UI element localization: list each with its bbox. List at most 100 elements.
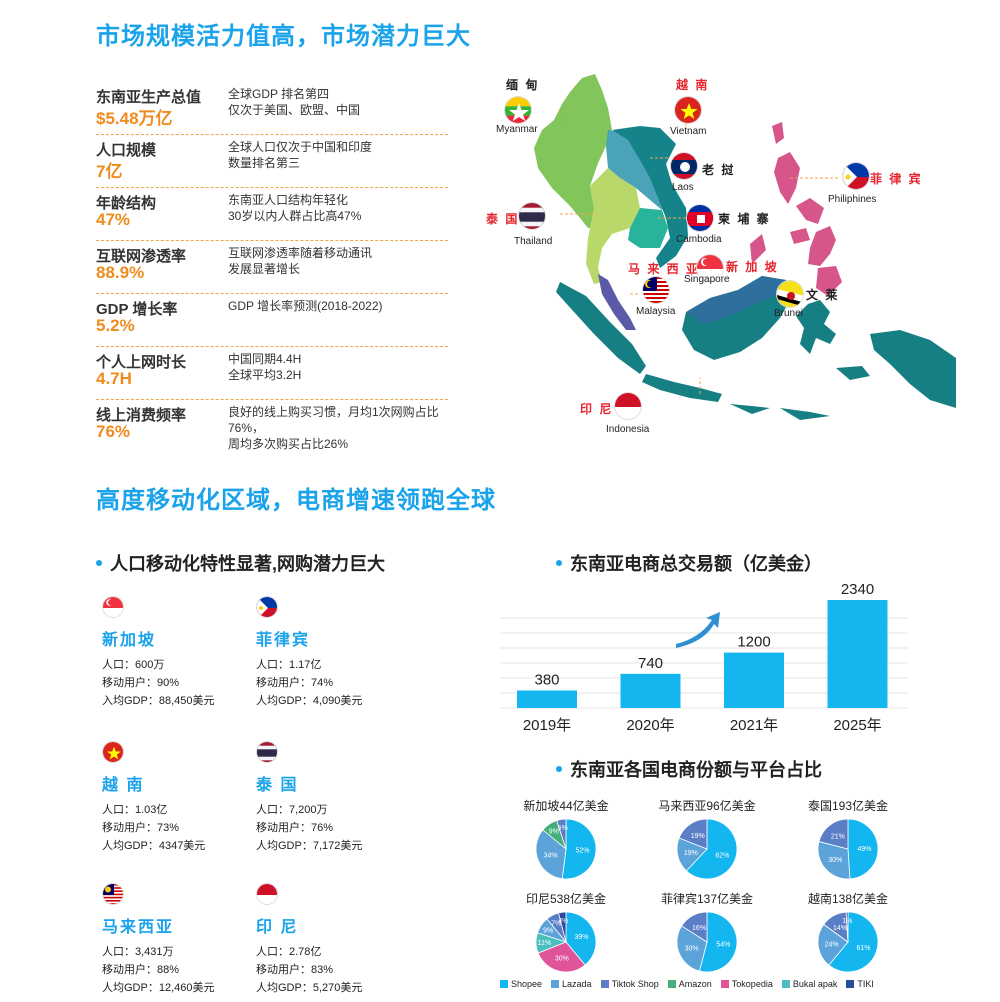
stat-desc: 东南亚人口结构年轻化 30岁以内人群占比高47%	[228, 192, 361, 224]
trend-arrow-icon	[676, 612, 720, 648]
stat-value: 7亿	[96, 162, 123, 181]
flag-indonesia-icon	[614, 392, 642, 420]
stat-desc-line1: 全球GDP 排名第四	[228, 87, 330, 101]
stat-desc-line1: 互联网渗透率随着移动通讯	[228, 246, 373, 260]
label-laos-en: Laos	[672, 182, 694, 193]
stat-desc-line1: 全球人口仅次于中国和印度	[228, 140, 373, 154]
map-laos	[606, 130, 666, 210]
pie-slice-label: 52%	[575, 848, 589, 855]
mobile-subtitle-text: 人口移动化特性显著,网购潜力巨大	[110, 554, 385, 574]
card-population: 人口：2.78亿	[256, 946, 322, 958]
flag-thailand-icon	[518, 202, 546, 230]
pie-slice-label: 30%	[555, 955, 569, 962]
legend-swatch	[600, 980, 609, 988]
flag-malaysia-icon	[102, 883, 124, 905]
map-philippines	[750, 122, 842, 296]
label-philippines-cn: 菲 律 宾	[870, 172, 923, 186]
pie-slice-label: 62%	[715, 853, 729, 860]
pie-slice-shopee	[565, 911, 597, 966]
card-philippines: 菲律宾 人口：1.17亿 移动用户：74% 人均GDP：4,090美元	[256, 596, 406, 710]
stat-desc: 全球GDP 排名第四仅次于美国、欧盟、中国	[228, 86, 360, 118]
stat-desc-line2: 数量排名第三	[228, 156, 301, 170]
stat-row: 东南亚生产总值 $5.48万亿 全球GDP 排名第四 仅次于美国、欧盟、中国	[96, 82, 448, 135]
legend-item: Bukal apak	[781, 979, 837, 989]
stat-label: 线上消费频率	[96, 407, 187, 424]
card-population: 人口：7,200万	[256, 804, 328, 816]
stat-desc-line1: 中国同期4.4H	[228, 352, 302, 366]
stat-value: 88.9%	[96, 263, 145, 282]
card-thailand: 泰 国 人口：7,200万 移动用户：76% 人均GDP：7,172美元	[256, 741, 406, 855]
legend-swatch	[781, 980, 790, 988]
label-cambodia-en: Cambodia	[676, 234, 722, 245]
card-mobile-users: 移动用户：90%	[102, 677, 180, 689]
card-gdp: 人均GDP：4,090美元	[256, 695, 363, 707]
stat-desc-line1: GDP 增长率预测(2018-2022)	[228, 299, 383, 313]
flag-thailand-icon	[256, 741, 278, 763]
label-indonesia-cn: 印 尼	[580, 402, 614, 416]
card-name: 越 南	[102, 777, 145, 794]
pie-title: 马来西亚96亿美金	[658, 799, 756, 813]
pie-title: 新加坡44亿美金	[523, 799, 609, 813]
stat-desc: GDP 增长率预测(2018-2022)	[228, 298, 383, 314]
stat-value: 4.7H	[96, 369, 132, 388]
flag-myanmar-icon	[504, 96, 532, 124]
label-thailand-en: Thailand	[514, 236, 553, 247]
flag-cambodia-icon	[686, 204, 714, 232]
stat-row: 互联网渗透率 88.9% 互联网渗透率随着移动通讯 发展显著增长	[96, 241, 448, 294]
label-myanmar-en: Myanmar	[496, 124, 538, 135]
pie-slice-label: 7%	[551, 920, 561, 927]
card-mobile-users: 移动用户：76%	[256, 822, 334, 834]
legend-swatch	[667, 980, 676, 988]
map-islands-east	[730, 366, 870, 420]
pie-section-title: 东南亚各国电商份额与平台占比	[556, 756, 822, 782]
mobile-subtitle: 人口移动化特性显著,网购潜力巨大	[96, 550, 385, 576]
label-brunei-en: Brunei	[774, 308, 803, 319]
flag-laos-icon	[670, 152, 698, 180]
card-mobile-users: 移动用户：73%	[102, 822, 180, 834]
pie-slice-label: 54%	[716, 942, 730, 949]
pie-slice-tiktok-shop	[818, 818, 849, 850]
pie-chart: 54% 30% 16%	[676, 911, 738, 973]
bullet-dot	[556, 766, 562, 773]
card-mobile-users: 移动用户：83%	[256, 964, 334, 976]
stat-desc-line2: 全球平均3.2H	[228, 368, 302, 382]
pie-slice-label: 1%	[842, 918, 852, 925]
card-name: 新加坡	[102, 632, 157, 649]
label-myanmar-cn: 缅 甸	[506, 78, 540, 92]
gmv-chart-title: 东南亚电商总交易额（亿美金）	[556, 550, 822, 576]
card-gdp: 人均GDP：7,172美元	[256, 840, 363, 852]
label-malaysia-cn: 马 来 西 亚	[628, 262, 701, 276]
pie-slice-label: 21%	[831, 833, 845, 840]
label-laos-cn: 老 挝	[702, 163, 736, 177]
flag-singapore-icon	[696, 254, 724, 282]
label-vietnam-en: Vietnam	[670, 126, 707, 137]
stat-desc-line2: 仅次于美国、欧盟、中国	[228, 103, 361, 117]
stat-desc-line1: 良好的线上购买习惯，月均1次网购占比76%，	[228, 405, 439, 435]
bar-2019年	[517, 690, 577, 708]
map-sumatra	[556, 282, 646, 374]
pie-slice-label: 39%	[575, 934, 589, 941]
flag-brunei-icon	[776, 280, 804, 308]
pie-slice-lazada	[817, 923, 849, 966]
bullet-dot	[96, 560, 102, 567]
pie-slice-tiktok-shop	[556, 818, 567, 850]
pie-slice-label: 16%	[692, 925, 706, 932]
card-gdp: 人均GDP：4347美元	[102, 840, 206, 852]
legend-item: Amazon	[667, 979, 712, 989]
pie-slice-tiki	[558, 911, 567, 943]
stat-desc-line2: 30岁以内人群占比高47%	[228, 209, 362, 223]
stat-label: 人口规模	[96, 142, 157, 159]
label-vietnam-cn: 越 南	[676, 78, 710, 92]
stat-value: $5.48万亿	[96, 109, 173, 128]
pie-slice-label: 14%	[833, 925, 847, 932]
stat-row: 年龄结构 47% 东南亚人口结构年轻化 30岁以内人群占比高47%	[96, 188, 448, 241]
pie-slice-label: 34%	[544, 853, 558, 860]
label-singapore-cn: 新 加 坡	[726, 260, 779, 274]
pie-title: 越南138亿美金	[807, 892, 889, 906]
card-name: 菲律宾	[256, 632, 311, 649]
stat-desc-line2: 发展显著增长	[228, 262, 301, 276]
label-brunei-cn: 文 莱	[806, 288, 840, 302]
x-tick-label: 2020年	[626, 717, 674, 734]
stat-row: 线上消费频率 76% 良好的线上购买习惯，月均1次网购占比76%， 周均多次购买占比2…	[96, 400, 448, 453]
pie-chart: 39% 30% 11% 9%7%4%	[535, 911, 597, 973]
